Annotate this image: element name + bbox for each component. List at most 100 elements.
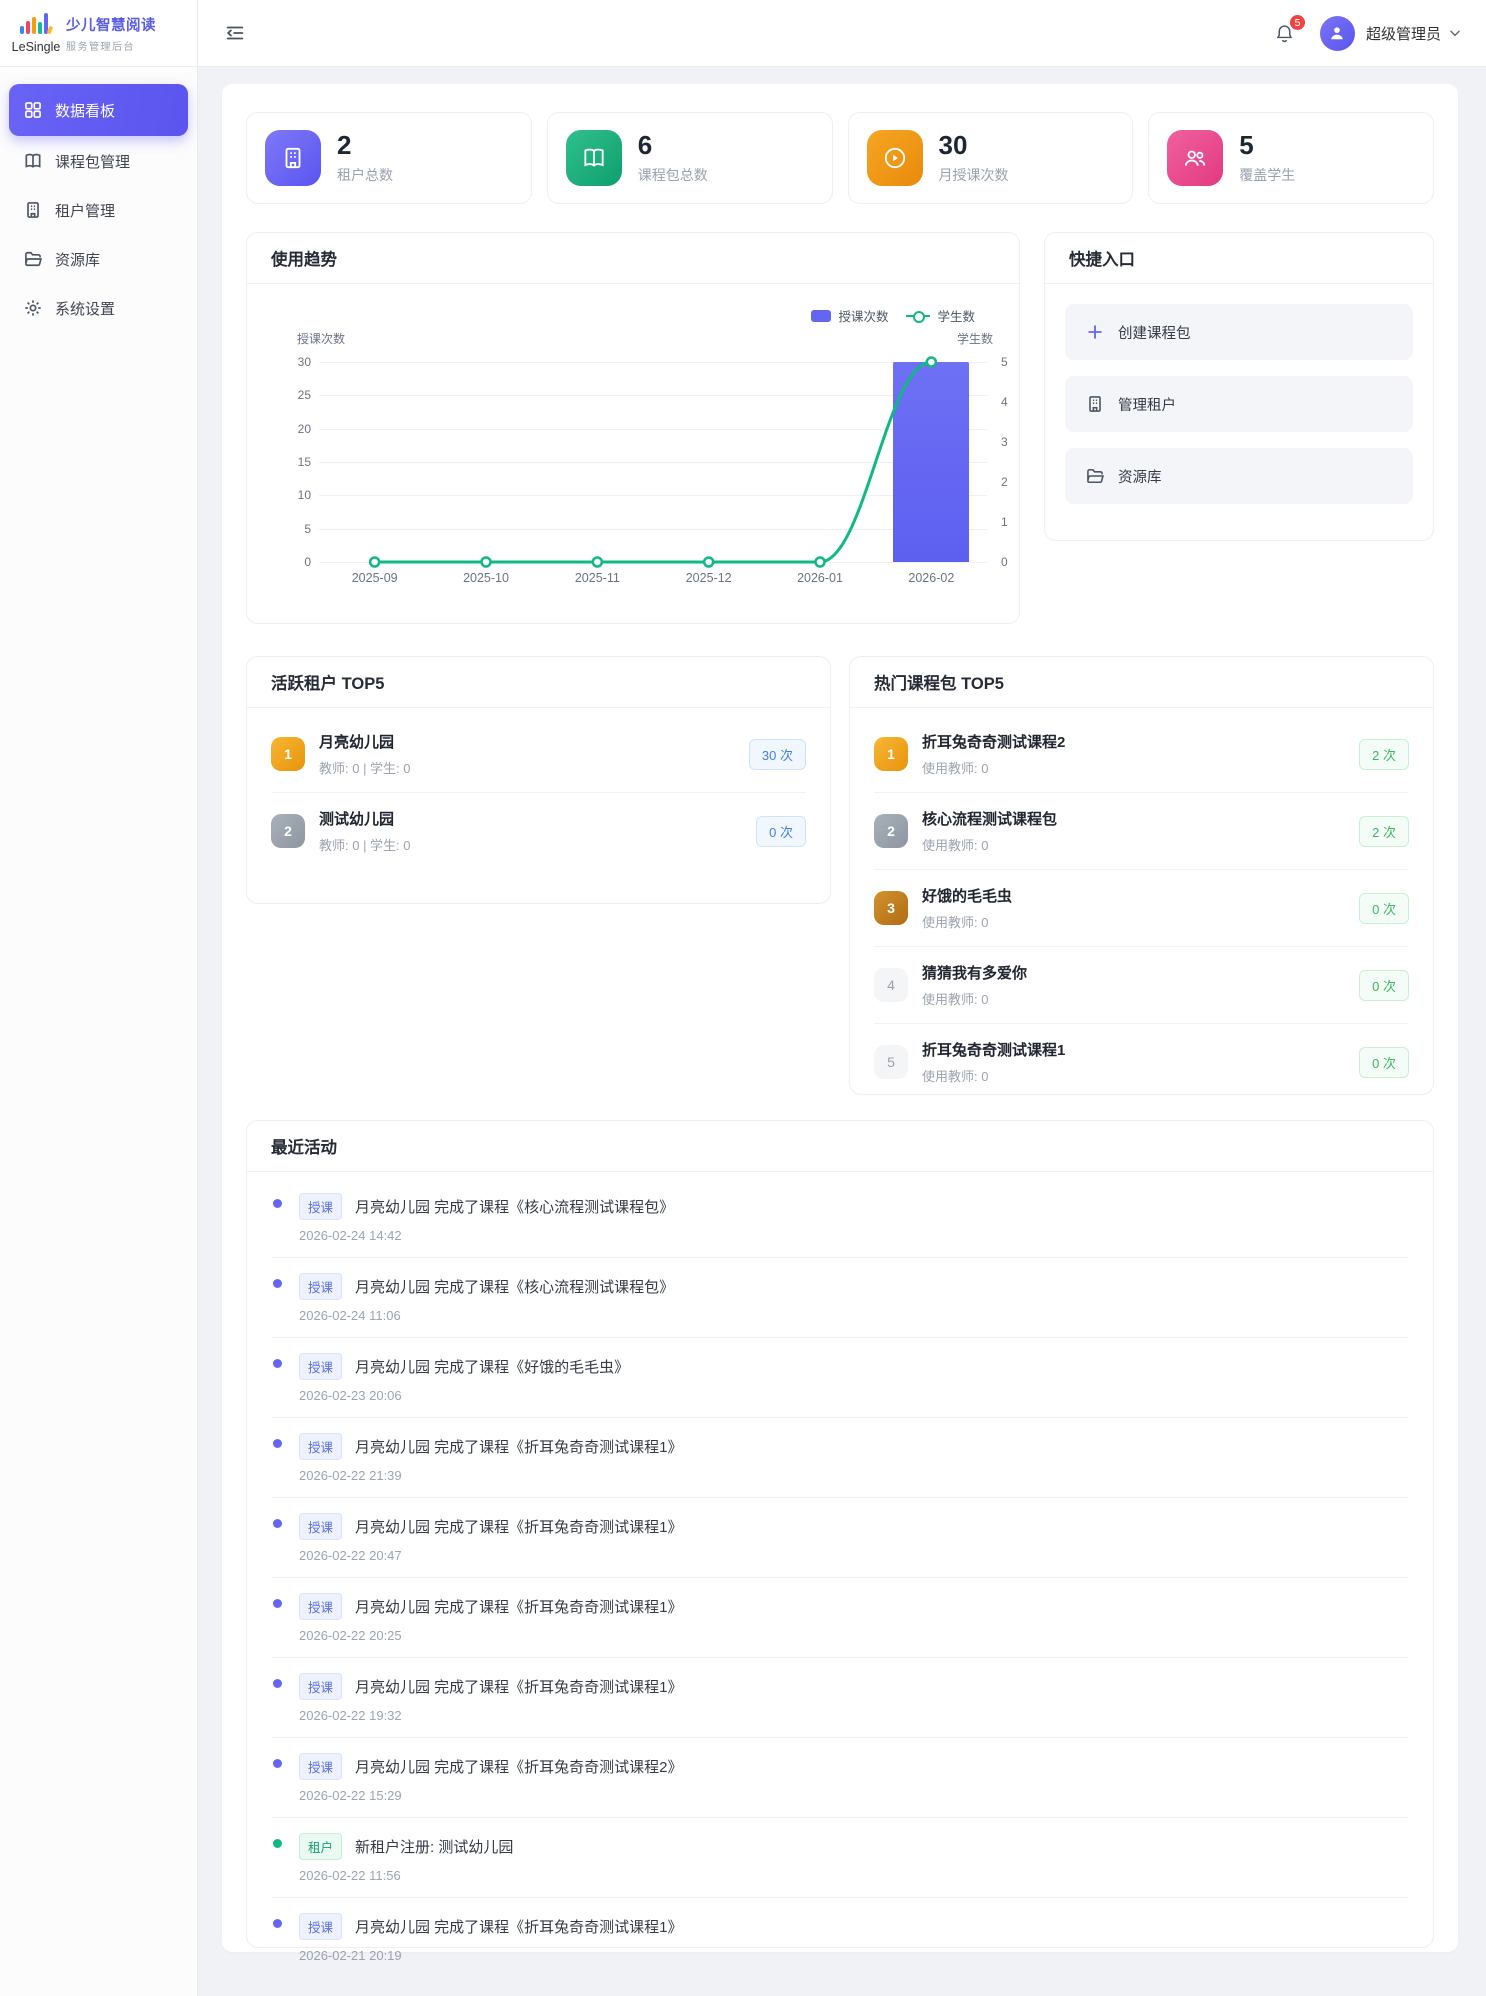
bar-legend-swatch [811, 309, 832, 322]
course-meta: 使用教师: 0 [922, 915, 989, 930]
activity-timestamp: 2026-02-22 20:25 [299, 1628, 402, 1643]
usage-trend-title: 使用趋势 [247, 233, 1019, 284]
sidebar-item-course-packages[interactable]: 课程包管理 [9, 137, 188, 185]
play-icon [866, 130, 923, 186]
brand-logo-icon: LeSingle [12, 12, 60, 54]
user-name[interactable]: 超级管理员 [1365, 25, 1441, 43]
tenant-row: 2 测试幼儿园 教师: 0 | 学生: 0 0 次 [271, 792, 806, 869]
course-meta: 使用教师: 0 [922, 838, 989, 853]
activity-dot [273, 1199, 282, 1208]
activity-timestamp: 2026-02-22 20:47 [299, 1548, 402, 1563]
activity-row: 授课 月亮幼儿园 完成了课程《核心流程测试课程包》 2026-02-24 11:… [271, 1257, 1409, 1337]
tenant-meta: 教师: 0 | 学生: 0 [319, 838, 411, 853]
create-course-package-button[interactable]: 创建课程包 [1065, 304, 1413, 360]
stat-value: 2 [337, 130, 352, 161]
activity-dot [273, 1679, 282, 1688]
stat-card-monthly-classes: 30 月授课次数 [847, 112, 1134, 204]
legend-item-line: 学生数 [906, 306, 975, 325]
sidebar-item-settings[interactable]: 系统设置 [9, 284, 188, 332]
course-meta: 使用教师: 0 [922, 761, 989, 776]
rank-badge: 1 [271, 737, 305, 771]
legend-item-bar: 授课次数 [811, 306, 888, 325]
activity-dot [273, 1599, 282, 1608]
course-name: 核心流程测试课程包 [922, 811, 1058, 828]
notification-badge: 5 [1287, 13, 1307, 32]
avatar[interactable] [1319, 15, 1355, 51]
usage-count-badge: 0 次 [1359, 969, 1409, 1001]
activity-type-tag: 授课 [299, 1353, 343, 1380]
usage-count-badge: 30 次 [748, 738, 806, 770]
right-axis-label: 学生数 [957, 332, 994, 346]
activity-row: 授课 月亮幼儿园 完成了课程《折耳兔奇奇测试课程2》 2026-02-22 15… [271, 1737, 1409, 1817]
activity-row: 授课 月亮幼儿园 完成了课程《折耳兔奇奇测试课程1》 2026-02-22 20… [271, 1577, 1409, 1657]
activity-row: 授课 月亮幼儿园 完成了课程《折耳兔奇奇测试课程1》 2026-02-22 21… [271, 1417, 1409, 1497]
activity-timestamp: 2026-02-22 19:32 [299, 1708, 402, 1723]
course-name: 折耳兔奇奇测试课程1 [922, 1042, 1066, 1059]
tenant-row: 1 月亮幼儿园 教师: 0 | 学生: 0 30 次 [271, 716, 806, 792]
sidebar-item-label: 课程包管理 [55, 153, 131, 171]
activity-row: 授课 月亮幼儿园 完成了课程《折耳兔奇奇测试课程1》 2026-02-21 20… [271, 1897, 1409, 1977]
activity-row: 租户 新租户注册: 测试幼儿园 2026-02-22 11:56 [271, 1817, 1409, 1897]
resource-library-button[interactable]: 资源库 [1065, 448, 1413, 504]
activity-text: 月亮幼儿园 完成了课程《折耳兔奇奇测试课程2》 [355, 1759, 683, 1776]
students-icon [1167, 130, 1224, 186]
activity-timestamp: 2026-02-24 14:42 [299, 1228, 402, 1243]
topbar: 5 超级管理员 [198, 0, 1486, 67]
folder-icon [1085, 466, 1105, 486]
rank-badge: 2 [874, 814, 908, 848]
stat-card-students: 5 覆盖学生 [1148, 112, 1434, 204]
folder-icon [23, 249, 43, 269]
activity-timestamp: 2026-02-22 21:39 [299, 1468, 402, 1483]
gear-icon [23, 298, 43, 318]
sidebar-item-dashboard[interactable]: 数据看板 [9, 84, 188, 136]
tenant-meta: 教师: 0 | 学生: 0 [319, 761, 411, 776]
book-icon [565, 130, 622, 186]
content-panel: 2 租户总数 6 课程包总数 30 月授课次数 [222, 84, 1458, 1963]
activity-type-tag: 授课 [299, 1753, 343, 1780]
chart-legend: 授课次数 学生数 [811, 306, 975, 325]
hot-courses-list: 1 折耳兔奇奇测试课程2 使用教师: 0 2 次 2 核心流程测试课程包 使用教… [850, 708, 1433, 1100]
left-axis-label: 授课次数 [297, 332, 346, 346]
course-row: 3 好饿的毛毛虫 使用教师: 0 0 次 [874, 869, 1409, 946]
sidebar-item-label: 数据看板 [55, 102, 116, 120]
app-title: 少儿智慧阅读 [66, 17, 156, 34]
stat-card-course-packages: 6 课程包总数 [546, 112, 833, 204]
notification-bell-icon[interactable]: 5 [1272, 13, 1307, 46]
chevron-down-icon[interactable] [1448, 26, 1462, 40]
rank-badge: 2 [271, 814, 305, 848]
activity-timestamp: 2026-02-22 15:29 [299, 1788, 402, 1803]
activity-row: 授课 月亮幼儿园 完成了课程《折耳兔奇奇测试课程1》 2026-02-22 20… [271, 1497, 1409, 1577]
stat-card-tenants: 2 租户总数 [246, 112, 532, 204]
usage-count-badge: 2 次 [1359, 815, 1409, 847]
book-icon [23, 151, 43, 171]
activity-type-tag: 授课 [299, 1593, 343, 1620]
active-tenants-list: 1 月亮幼儿园 教师: 0 | 学生: 0 30 次 2 测试幼儿园 教师: 0… [247, 708, 830, 869]
course-name: 好饿的毛毛虫 [922, 888, 1013, 905]
sidebar-item-tenants[interactable]: 租户管理 [9, 186, 188, 234]
usage-trend-card: 使用趋势 授课次数 学生数 授课次数 学生数 0 5 10 15 20 [246, 232, 1020, 624]
activity-dot [273, 1439, 282, 1448]
activity-text: 月亮幼儿园 完成了课程《核心流程测试课程包》 [355, 1279, 675, 1296]
course-row: 2 核心流程测试课程包 使用教师: 0 2 次 [874, 792, 1409, 869]
activity-dot [273, 1519, 282, 1528]
usage-count-badge: 2 次 [1359, 738, 1409, 770]
activity-dot [273, 1359, 282, 1368]
activity-dot [273, 1919, 282, 1928]
activity-dot [273, 1759, 282, 1768]
activity-type-tag: 授课 [299, 1193, 343, 1220]
activity-type-tag: 租户 [299, 1833, 343, 1860]
hot-courses-title: 热门课程包 TOP5 [850, 657, 1433, 708]
manage-tenants-button[interactable]: 管理租户 [1065, 376, 1413, 432]
building-icon [23, 200, 43, 220]
tenant-name: 测试幼儿园 [319, 811, 395, 828]
activity-row: 授课 月亮幼儿园 完成了课程《核心流程测试课程包》 2026-02-24 14:… [271, 1178, 1409, 1257]
activity-timestamp: 2026-02-22 11:56 [299, 1868, 401, 1883]
course-meta: 使用教师: 0 [922, 1069, 989, 1084]
sidebar-item-resources[interactable]: 资源库 [9, 235, 188, 283]
sidebar-fold-icon[interactable] [222, 20, 248, 46]
quick-entry-label: 管理租户 [1118, 397, 1176, 414]
quick-entry-card: 快捷入口 创建课程包 管理租户 [1044, 232, 1434, 541]
rank-badge: 3 [874, 891, 908, 925]
active-tenants-title: 活跃租户 TOP5 [247, 657, 830, 708]
activity-type-tag: 授课 [299, 1273, 343, 1300]
